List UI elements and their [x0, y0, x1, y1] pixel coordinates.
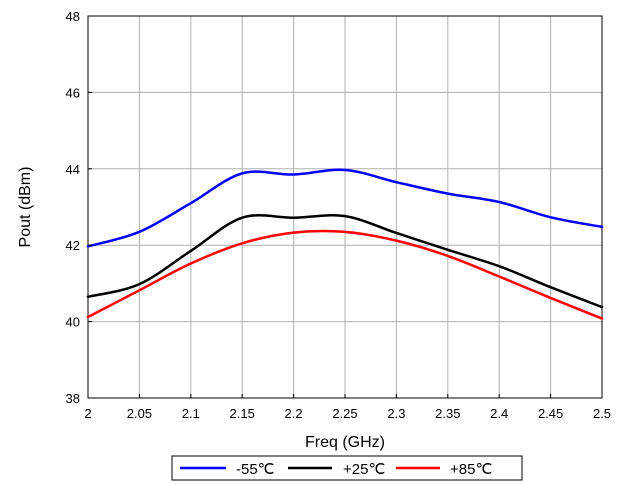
legend-label: +25℃ [343, 461, 385, 478]
legend: -55℃ +25℃ +85℃ [171, 455, 523, 481]
y-axis-label: Pout (dBm) [17, 167, 34, 248]
series-line-55 [86, 168, 604, 248]
y-tick-label: 40 [66, 315, 80, 330]
x-axis-ticks: 2 2.05 2.1 2.15 2.2 2.25 2.3 2.35 2.4 2.45 2.5 [84, 394, 611, 421]
x-tick-label: 2.3 [387, 406, 405, 421]
y-tick-label: 48 [66, 9, 80, 24]
x-tick-label: 2 [84, 406, 91, 421]
x-tick-label: 2.35 [435, 406, 460, 421]
legend-box [171, 455, 523, 481]
grid-lines [88, 16, 602, 398]
x-tick-label: 2.45 [538, 406, 563, 421]
legend-label: -55℃ [236, 461, 275, 478]
x-tick-label: 2.05 [127, 406, 152, 421]
series-lines [86, 168, 604, 320]
series-line-85 [86, 229, 604, 320]
y-tick-label: 38 [66, 391, 80, 406]
y-tick-label: 46 [66, 85, 80, 100]
x-tick-label: 2.15 [230, 406, 255, 421]
x-tick-label: 2.5 [593, 406, 611, 421]
x-tick-label: 2.1 [182, 406, 200, 421]
legend-label: +85℃ [450, 461, 492, 478]
y-tick-label: 44 [66, 162, 80, 177]
x-tick-label: 2.2 [285, 406, 303, 421]
x-axis-label: Freq (GHz) [305, 434, 385, 451]
y-tick-label: 42 [66, 238, 80, 253]
y-axis-ticks: 38 40 42 44 46 48 [66, 9, 92, 406]
series-line-25 [86, 214, 604, 309]
x-tick-label: 2.25 [332, 406, 357, 421]
x-tick-label: 2.4 [490, 406, 508, 421]
